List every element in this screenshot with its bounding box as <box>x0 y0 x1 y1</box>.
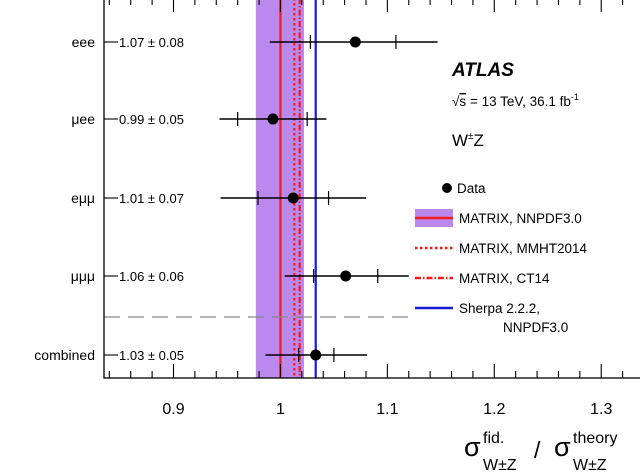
category-label-2: μee <box>71 111 95 127</box>
svg-text:/: / <box>534 437 541 463</box>
x-tick-label-5: 1.3 <box>590 401 612 418</box>
legend-matrix-ct14-label: MATRIX, CT14 <box>459 271 550 286</box>
data-marker <box>267 113 279 125</box>
legend-sherpa-label: Sherpa 2.2.2, <box>459 301 540 316</box>
legend: Data MATRIX, NNPDF3.0 MATRIX, MMHT2014 M… <box>415 181 588 335</box>
process-label: W±Z <box>452 131 484 150</box>
value-label-2: 0.99 ± 0.05 <box>119 112 184 127</box>
category-label-1: eee <box>72 34 96 50</box>
data-marker <box>287 192 299 204</box>
value-label-5: 1.03 ± 0.05 <box>119 348 184 363</box>
category-label-5: combined <box>34 347 95 363</box>
legend-matrix-nnpdf-label: MATRIX, NNPDF3.0 <box>459 211 582 226</box>
value-label-4: 1.06 ± 0.06 <box>119 269 184 284</box>
data-point-1 <box>269 35 438 49</box>
svg-text:σ: σ <box>554 432 571 462</box>
x-tick-label-3: 1.1 <box>376 401 398 418</box>
data-point-4 <box>284 269 409 283</box>
svg-text:σ: σ <box>464 432 481 462</box>
legend-matrix-mmht-label: MATRIX, MMHT2014 <box>459 241 588 256</box>
data-point-2 <box>219 112 327 126</box>
legend-data-label: Data <box>457 181 486 196</box>
legend-data-marker <box>442 183 452 193</box>
x-tick-label-4: 1.2 <box>483 401 505 418</box>
category-label-4: μμμ <box>71 268 95 284</box>
data-marker <box>310 349 322 361</box>
svg-text:√s = 13 TeV, 36.1 fb-1: √s = 13 TeV, 36.1 fb-1 <box>452 92 579 109</box>
svg-text:W±Z: W±Z <box>483 457 517 474</box>
value-label-3: 1.01 ± 0.07 <box>119 191 184 206</box>
plot-frame <box>103 0 640 379</box>
energy-lumi-label: √s = 13 TeV, 36.1 fb-1 <box>452 92 579 109</box>
data-point-5 <box>265 348 368 362</box>
data-point-3 <box>220 191 366 205</box>
svg-text:theory: theory <box>573 430 617 447</box>
category-label-3: eμμ <box>71 190 95 206</box>
legend-sherpa-label-2: NNPDF3.0 <box>503 320 568 335</box>
svg-text:W±Z: W±Z <box>452 131 484 150</box>
atlas-label: ATLAS <box>451 60 514 81</box>
svg-text:W±Z: W±Z <box>573 457 607 474</box>
data-marker <box>340 270 352 282</box>
x-axis-label: σ fid. W±Z / σ theory W±Z <box>464 430 617 474</box>
x-tick-label-1: 0.9 <box>162 401 184 418</box>
x-tick-label-2: 1 <box>276 401 285 418</box>
value-label-1: 1.07 ± 0.08 <box>119 35 184 50</box>
svg-text:fid.: fid. <box>483 430 504 447</box>
data-marker <box>349 36 361 48</box>
